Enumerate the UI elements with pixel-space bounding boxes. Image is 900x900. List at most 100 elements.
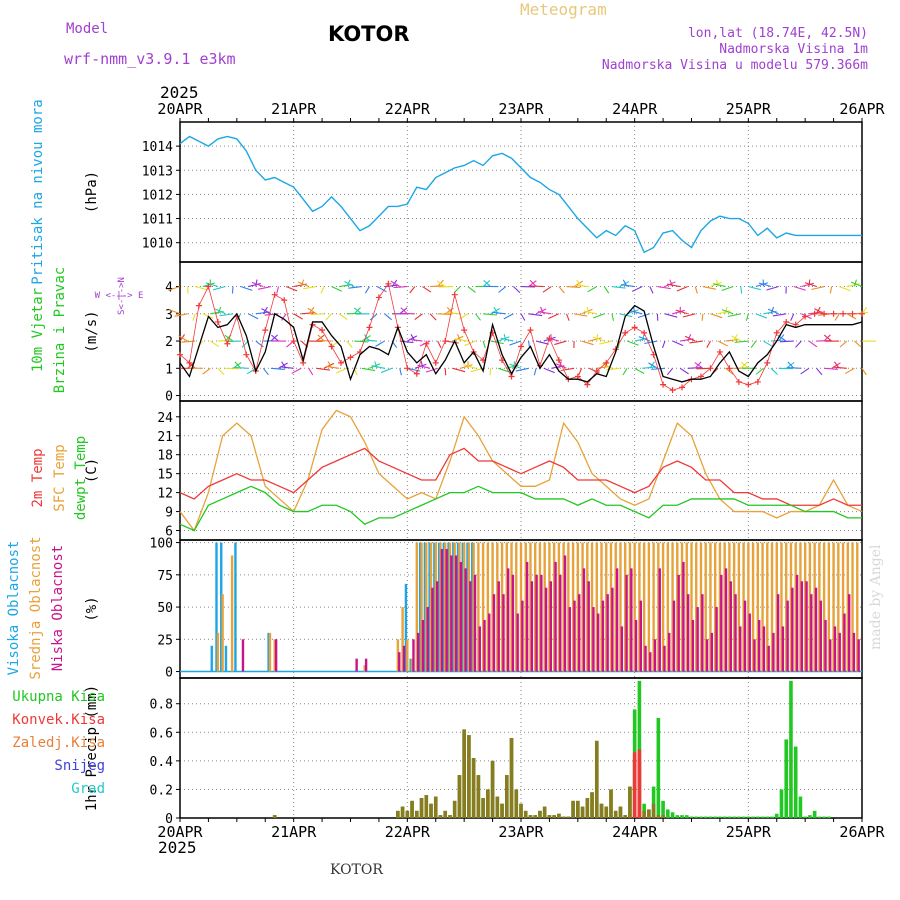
frozen-precip-bar (424, 795, 429, 818)
wind-arrow (772, 313, 787, 317)
mid-cloud-bar (500, 542, 504, 672)
wind-arrow (648, 362, 658, 369)
mid-cloud-bar (713, 542, 717, 672)
wind-arrow (834, 313, 840, 321)
x-tick-label-bottom: 21APR (271, 823, 317, 841)
wind-arrow (470, 367, 484, 373)
low-cloud-bar (682, 561, 685, 672)
temp-2m-line (179, 447, 862, 506)
low-cloud-bar (639, 600, 643, 672)
mid-cloud-bar (515, 542, 518, 672)
mid-cloud-bar (609, 542, 613, 672)
y-axis-unit: 1hr Precip (mm) (84, 685, 100, 811)
mid-cloud-bar (415, 542, 419, 672)
frozen-precip-bar (410, 800, 414, 818)
frozen-precip-bar (528, 815, 533, 818)
wind-arrow (694, 286, 698, 294)
mid-cloud-bar (562, 542, 565, 672)
wind-arrow (587, 286, 598, 293)
wind-arrow (407, 335, 418, 342)
wind-arrow (376, 286, 387, 293)
y-tick-label: 0.6 (150, 726, 173, 741)
wind-arrow (509, 340, 522, 346)
mid-cloud-bar (434, 542, 437, 672)
legend-graupel: Grad (71, 781, 105, 797)
low-cloud-bar (829, 639, 832, 672)
low-cloud-bar (672, 600, 676, 672)
wind-arrow (850, 281, 863, 288)
frozen-precip-bar (599, 803, 604, 818)
wind-arrow (270, 367, 285, 371)
wind-arrow (558, 286, 565, 294)
low-cloud-bar (634, 619, 638, 672)
mid-cloud-bar (789, 542, 793, 672)
mid-cloud-bar (614, 542, 617, 672)
frozen-precip-bar (471, 758, 476, 818)
wind-arrow (346, 340, 353, 348)
wind-arrow (740, 361, 749, 369)
mid-cloud-bar (785, 542, 788, 672)
low-cloud-bar (843, 613, 846, 672)
wind-arrow (399, 340, 414, 344)
wind-arrow (261, 308, 272, 315)
low-cloud-bar (497, 581, 500, 672)
low-cloud-bar (540, 574, 543, 672)
wind-arrow (622, 368, 628, 376)
frozen-precip-bar (495, 796, 500, 818)
frozen-precip-bar (396, 810, 400, 818)
low-cloud-bar (781, 626, 785, 672)
low-cloud-bar (772, 632, 775, 672)
mid-cloud-bar (846, 542, 849, 672)
x-tick-label-top: 23APR (498, 100, 544, 118)
wind-arrow (234, 366, 249, 369)
low-cloud-bar (762, 626, 766, 672)
frozen-precip-bar (500, 803, 504, 818)
y-tick-label: 24 (157, 411, 173, 426)
wind-arrow (611, 285, 626, 289)
wind-arrow (348, 285, 362, 289)
wind-arrow (672, 340, 684, 347)
low-cloud-bar (450, 555, 453, 672)
total-precip-bar (656, 718, 661, 818)
wind-arrow (463, 364, 476, 369)
wind-compass-we: W <-|-> E (95, 291, 144, 301)
frozen-precip-bar (467, 735, 471, 818)
wind-arrow (634, 367, 645, 374)
frozen-precip-bar (429, 803, 433, 818)
wind-arrow (369, 313, 378, 321)
legend-total-rain: Ukupna Kisa (12, 689, 105, 705)
mid-cloud-bar (230, 555, 234, 672)
mid-cloud-bar (496, 542, 499, 672)
low-cloud-bar (710, 632, 714, 672)
total-precip-bar (722, 816, 727, 818)
low-cloud-bar (814, 587, 818, 672)
mid-cloud-bar (827, 542, 831, 672)
wind-arrow (657, 285, 671, 290)
wind-arrow (689, 340, 703, 344)
frozen-precip-bar (486, 789, 490, 818)
total-precip-bar (708, 816, 713, 818)
frozen-precip-bar (604, 806, 609, 818)
low-cloud-bar (511, 574, 515, 672)
total-precip-bar (651, 786, 656, 818)
mid-cloud-bar (557, 542, 561, 672)
low-cloud-bar (720, 574, 723, 672)
total-precip-bar (727, 816, 732, 818)
x-tick-label-top: 26APR (839, 100, 885, 118)
mid-cloud-bar (406, 639, 409, 672)
low-cloud-bar (488, 613, 491, 672)
y-tick-label: 18 (157, 449, 173, 464)
wind-arrow (814, 308, 825, 315)
wind-arrow (712, 283, 726, 288)
frozen-precip-bar (533, 815, 538, 818)
wind-arrow (255, 311, 270, 315)
mid-cloud-bar (837, 542, 840, 672)
wind-arrow (500, 337, 514, 342)
low-cloud-bar (530, 581, 534, 672)
low-cloud-bar (568, 607, 571, 672)
high-cloud-bar (224, 645, 228, 672)
wind-arrow (824, 367, 839, 370)
mid-cloud-bar (803, 542, 807, 672)
low-cloud-bar (805, 581, 808, 672)
wind-arrow (498, 367, 511, 373)
